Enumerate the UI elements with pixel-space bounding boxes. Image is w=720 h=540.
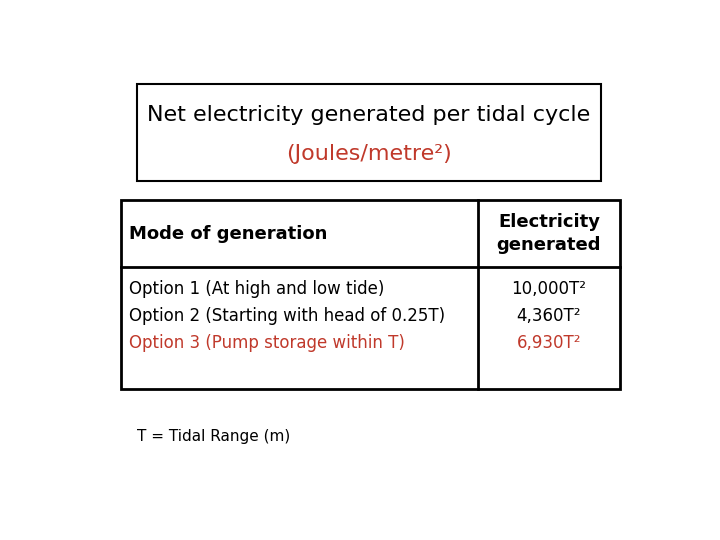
Text: Option 2 (Starting with head of 0.25T): Option 2 (Starting with head of 0.25T): [129, 307, 445, 325]
Bar: [138, 84, 600, 181]
Text: Option 1 (At high and low tide): Option 1 (At high and low tide): [129, 280, 384, 298]
Text: Option 3 (Pump storage within T): Option 3 (Pump storage within T): [129, 334, 405, 352]
Text: Net electricity generated per tidal cycle: Net electricity generated per tidal cycl…: [148, 105, 590, 125]
Text: Electricity
generated: Electricity generated: [497, 213, 601, 254]
Text: 4,360T²: 4,360T²: [517, 307, 581, 325]
Bar: [121, 200, 620, 389]
Text: (Joules/metre²): (Joules/metre²): [286, 144, 452, 164]
Text: 6,930T²: 6,930T²: [517, 334, 581, 352]
Text: Mode of generation: Mode of generation: [129, 225, 328, 242]
Text: T = Tidal Range (m): T = Tidal Range (m): [138, 429, 291, 444]
Text: 10,000T²: 10,000T²: [511, 280, 586, 298]
